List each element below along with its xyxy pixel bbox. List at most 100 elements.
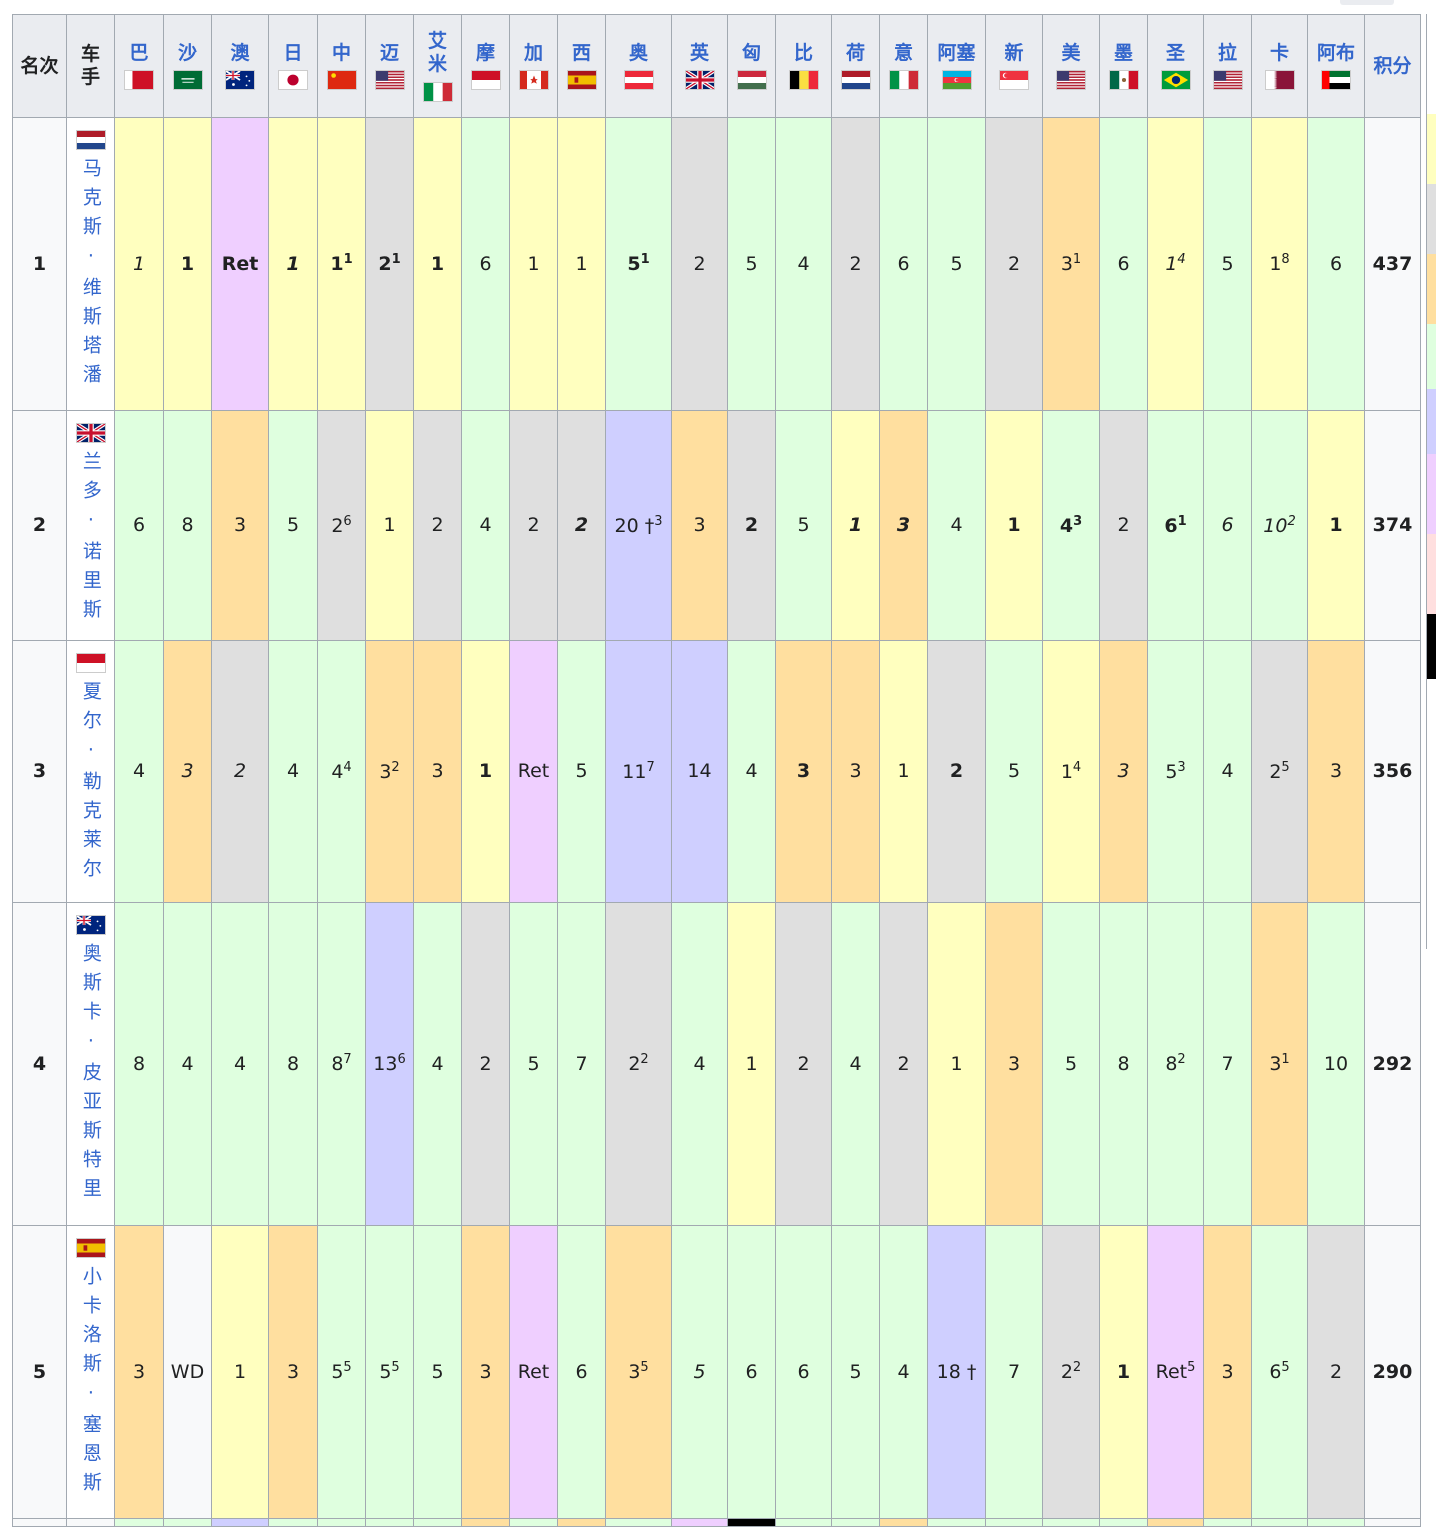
header-race-1[interactable]: 沙 xyxy=(163,14,212,118)
race-abbr[interactable]: 墨 xyxy=(1113,41,1133,64)
result-cell: 6 xyxy=(879,117,928,411)
driver-cell[interactable]: 小卡洛斯·塞恩斯 xyxy=(66,1225,115,1519)
result-cell: 3 xyxy=(268,1225,318,1519)
result-value: 11 xyxy=(622,760,647,783)
driver-name-link[interactable]: 奥斯卡·皮亚斯特里 xyxy=(79,943,102,1207)
result-value: 3 xyxy=(431,760,444,783)
race-abbr[interactable]: 阿布 xyxy=(1316,41,1355,64)
race-abbr[interactable]: 意 xyxy=(893,41,913,64)
driver-cell[interactable]: 兰多·诺里斯 xyxy=(66,410,115,641)
header-race-7[interactable]: 摩 xyxy=(461,14,510,118)
header-points[interactable]: 积分 xyxy=(1364,14,1421,118)
race-abbr[interactable]: 迈 xyxy=(379,41,399,64)
brazil-flag-icon xyxy=(1160,70,1191,91)
header-race-11[interactable]: 英 xyxy=(671,14,728,118)
partial-cell xyxy=(927,1518,986,1527)
race-abbr[interactable]: 英 xyxy=(689,41,709,64)
race-abbr[interactable]: 美 xyxy=(1061,41,1081,64)
header-race-15[interactable]: 意 xyxy=(879,14,928,118)
result-superscript: 8 xyxy=(1281,252,1290,268)
points-cell: 437 xyxy=(1364,117,1421,411)
driver-name-link[interactable]: 小卡洛斯·塞恩斯 xyxy=(79,1266,102,1501)
result-cell: 1 xyxy=(927,902,986,1226)
header-race-6[interactable]: 艾米 xyxy=(413,14,462,118)
result-value: 3 xyxy=(132,1360,146,1383)
result-value: 2 xyxy=(378,253,392,276)
driver-name-link[interactable]: 夏尔·勒克莱尔 xyxy=(79,681,102,887)
result-value: 1 xyxy=(848,514,863,537)
header-race-16[interactable]: 阿塞 xyxy=(927,14,986,118)
race-abbr[interactable]: 比 xyxy=(793,41,813,64)
hungary-flag-icon xyxy=(736,70,767,91)
header-race-18[interactable]: 美 xyxy=(1042,14,1100,118)
race-abbr[interactable]: 中 xyxy=(331,41,351,64)
driver-name-link[interactable]: 兰多·诺里斯 xyxy=(79,451,102,628)
race-abbr[interactable]: 新 xyxy=(1004,41,1024,64)
header-race-17[interactable]: 新 xyxy=(985,14,1043,118)
result-value: 6 xyxy=(575,1360,588,1383)
result-value: 8 xyxy=(1117,1052,1130,1075)
race-abbr[interactable]: 加 xyxy=(523,41,543,64)
header-race-13[interactable]: 比 xyxy=(775,14,832,118)
header-race-20[interactable]: 圣 xyxy=(1147,14,1204,118)
partial-cell xyxy=(1203,1518,1252,1527)
result-value: 2 xyxy=(431,514,444,537)
race-abbr[interactable]: 圣 xyxy=(1165,41,1185,64)
header-race-22[interactable]: 卡 xyxy=(1251,14,1308,118)
result-cell: 14 xyxy=(1042,640,1100,903)
usa-flag-icon xyxy=(374,70,405,91)
driver-cell[interactable]: 夏尔·勒克莱尔 xyxy=(66,640,115,903)
header-race-14[interactable]: 荷 xyxy=(831,14,880,118)
result-value: 3 xyxy=(1060,253,1073,276)
header-race-10[interactable]: 奥 xyxy=(605,14,672,118)
result-cell: 8 xyxy=(114,902,164,1226)
race-abbr[interactable]: 拉 xyxy=(1217,41,1237,64)
race-abbr[interactable]: 阿塞 xyxy=(937,41,976,64)
result-cell: 22 xyxy=(605,902,672,1226)
race-abbr[interactable]: 日 xyxy=(283,41,303,64)
race-abbr[interactable]: 摩 xyxy=(475,41,495,64)
race-abbr[interactable]: 沙 xyxy=(177,41,197,64)
race-abbr[interactable]: 卡 xyxy=(1269,41,1289,64)
driver-cell[interactable]: 奥斯卡·皮亚斯特里 xyxy=(66,902,115,1226)
header-race-4[interactable]: 中 xyxy=(317,14,366,118)
result-cell: 4 xyxy=(727,640,776,903)
header-race-9[interactable]: 西 xyxy=(557,14,606,118)
race-abbr[interactable]: 匈 xyxy=(741,41,761,64)
result-value: 4 xyxy=(1221,760,1234,783)
result-cell: 2 xyxy=(1099,410,1148,641)
header-race-23[interactable]: 阿布 xyxy=(1307,14,1365,118)
monaco-flag-icon xyxy=(470,70,501,91)
result-value: 2 xyxy=(628,1053,641,1076)
side-panel-block xyxy=(1426,679,1436,759)
result-cell: 2 xyxy=(775,902,832,1226)
result-superscript: 6 xyxy=(343,513,352,529)
race-abbr[interactable]: 荷 xyxy=(845,41,865,64)
result-value: 4 xyxy=(233,1052,247,1075)
partial-cell xyxy=(605,1518,672,1527)
header-race-12[interactable]: 匈 xyxy=(727,14,776,118)
driver-name-link[interactable]: 马克斯·维斯塔潘 xyxy=(79,158,102,393)
header-race-2[interactable]: 澳 xyxy=(211,14,269,118)
result-cell: WD xyxy=(163,1225,212,1519)
header-race-21[interactable]: 拉 xyxy=(1203,14,1252,118)
race-abbr[interactable]: 艾米 xyxy=(427,30,447,75)
azerbaijan-flag-icon xyxy=(941,70,972,91)
header-race-0[interactable]: 巴 xyxy=(114,14,164,118)
australia-flag-icon xyxy=(75,915,106,935)
result-value: 5 xyxy=(431,1360,444,1383)
race-abbr[interactable]: 巴 xyxy=(129,41,149,64)
result-value: 1 xyxy=(527,252,540,275)
header-race-5[interactable]: 迈 xyxy=(365,14,414,118)
result-cell: 3 xyxy=(1099,640,1148,903)
result-value: 8 xyxy=(286,1052,300,1075)
header-race-8[interactable]: 加 xyxy=(509,14,558,118)
result-cell: 5 xyxy=(671,1225,728,1519)
header-race-3[interactable]: 日 xyxy=(268,14,318,118)
race-abbr[interactable]: 西 xyxy=(571,41,591,64)
race-abbr[interactable]: 澳 xyxy=(230,41,250,64)
header-race-19[interactable]: 墨 xyxy=(1099,14,1148,118)
driver-cell[interactable]: 马克斯·维斯塔潘 xyxy=(66,117,115,411)
result-cell: 5 xyxy=(927,117,986,411)
race-abbr[interactable]: 奥 xyxy=(628,41,648,64)
